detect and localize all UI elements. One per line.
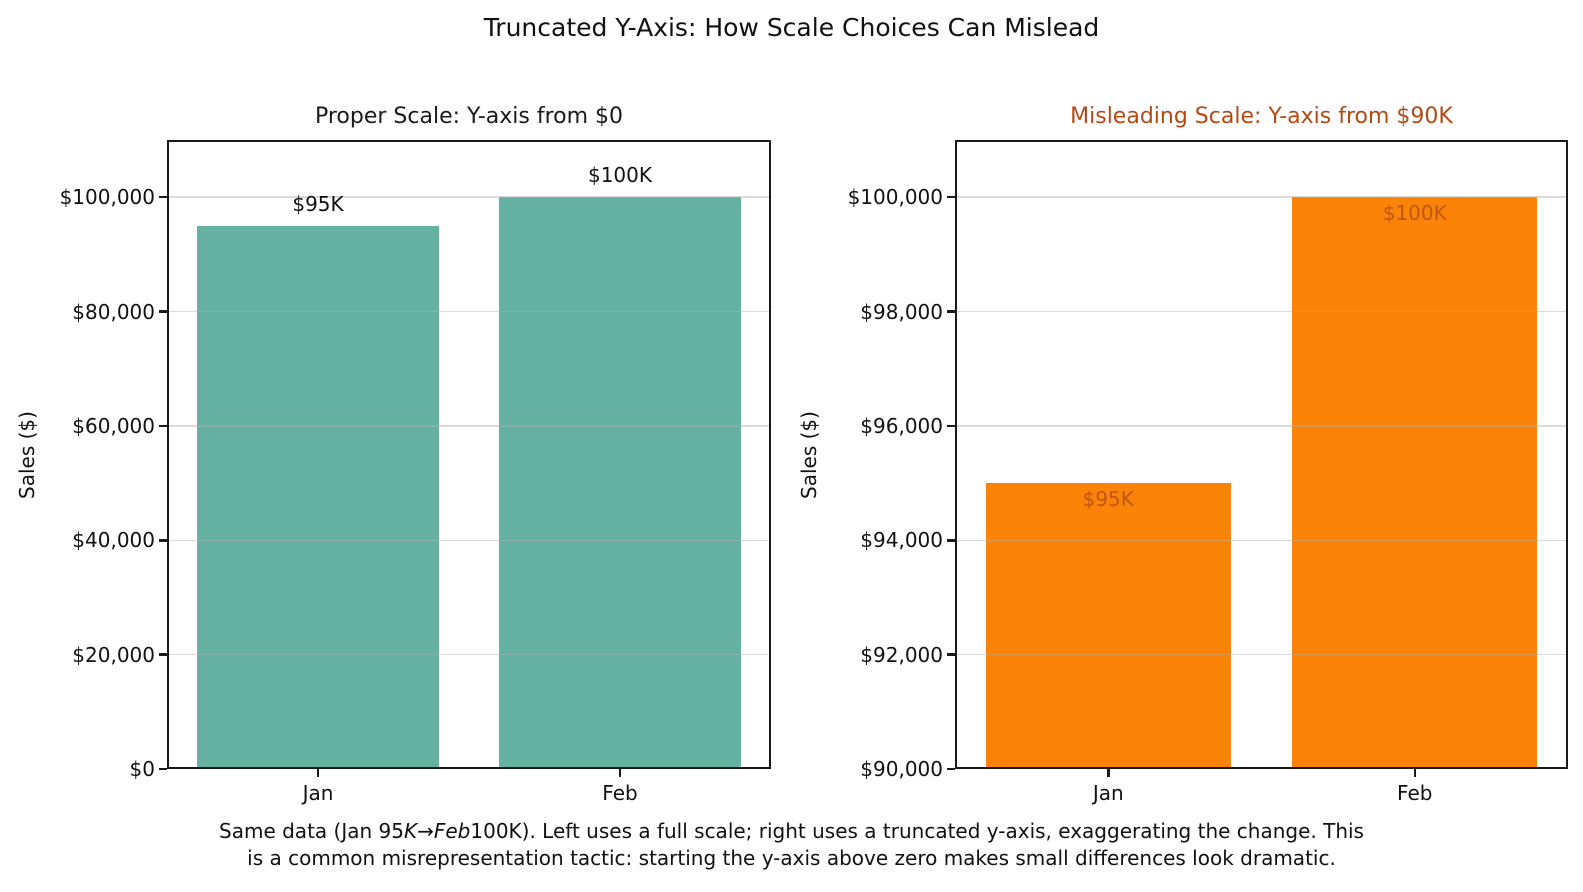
bar-value-label: $100K — [1382, 201, 1447, 226]
y-tick-label: $92,000 — [860, 642, 943, 667]
gridline — [955, 539, 1568, 542]
caption: Same data (Jan 95K→Feb100K). Left uses a… — [0, 818, 1583, 871]
x-tick-label: Feb — [602, 781, 638, 805]
y-tick-label: $0 — [129, 757, 155, 781]
bar-feb — [499, 197, 741, 769]
bar-value-label: $95K — [292, 191, 344, 216]
x-tick-mark — [618, 769, 622, 777]
plot-area — [955, 140, 1568, 769]
caption-segment: Same data (Jan 95 — [219, 819, 404, 843]
y-tick-label: $94,000 — [860, 528, 943, 553]
y-tick-label: $96,000 — [860, 413, 943, 438]
y-tick-mark — [159, 195, 167, 199]
y-tick-label: $98,000 — [860, 299, 943, 324]
gridline — [955, 425, 1568, 427]
chart-title: Proper Scale: Y-axis from $0 — [314, 104, 624, 129]
caption-segment: K — [403, 819, 418, 843]
caption-line-2: is a common misrepresentation tactic: st… — [247, 845, 1336, 870]
y-tick-mark — [159, 767, 167, 771]
x-tick-mark — [1107, 769, 1110, 777]
y-tick-mark — [947, 424, 955, 428]
gridline — [167, 310, 771, 313]
caption-line-1: Same data (Jan 95K→Feb100K). Left uses a… — [0, 818, 1583, 845]
bar-value-label: $95K — [1082, 487, 1134, 512]
y-tick-mark — [947, 767, 955, 771]
y-tick-label: $100,000 — [847, 185, 943, 210]
chart-title: Misleading Scale: Y-axis from $90K — [1070, 104, 1453, 129]
y-tick-mark — [159, 539, 167, 542]
plot-area — [167, 140, 771, 769]
x-tick-label: Feb — [1397, 781, 1433, 805]
bar-jan — [197, 225, 439, 769]
y-tick-label: $60,000 — [72, 413, 155, 438]
y-tick-mark — [159, 310, 167, 313]
y-tick-mark — [159, 653, 167, 656]
caption-segment: Feb — [433, 819, 471, 843]
gridline — [955, 310, 1568, 313]
y-tick-label: $80,000 — [72, 299, 155, 324]
y-tick-mark — [947, 310, 955, 313]
y-tick-label: $100,000 — [59, 185, 155, 210]
bar-value-label: $100K — [587, 163, 652, 188]
y-tick-label: $40,000 — [72, 528, 155, 553]
caption-segment: 100K). Left uses a full scale; right use… — [470, 819, 1364, 843]
x-tick-mark — [316, 769, 320, 777]
y-tick-mark — [947, 653, 955, 656]
y-tick-mark — [947, 539, 955, 542]
y-tick-mark — [159, 424, 167, 428]
bar-jan — [985, 483, 1231, 769]
caption-segment: → — [417, 819, 434, 843]
main-title: Truncated Y-Axis: How Scale Choices Can … — [483, 13, 1100, 42]
y-tick-mark — [947, 195, 955, 199]
x-tick-label: Jan — [1092, 781, 1124, 805]
gridline — [955, 196, 1568, 198]
gridline — [167, 425, 771, 427]
y-tick-label: $20,000 — [72, 642, 155, 667]
x-tick-label: Jan — [302, 781, 334, 805]
gridline — [955, 653, 1568, 656]
y-tick-label: $90,000 — [860, 757, 943, 781]
x-tick-mark — [1413, 769, 1416, 777]
bar-feb — [1292, 197, 1538, 769]
gridline — [167, 653, 771, 656]
gridline — [167, 539, 771, 542]
gridline — [167, 196, 771, 198]
